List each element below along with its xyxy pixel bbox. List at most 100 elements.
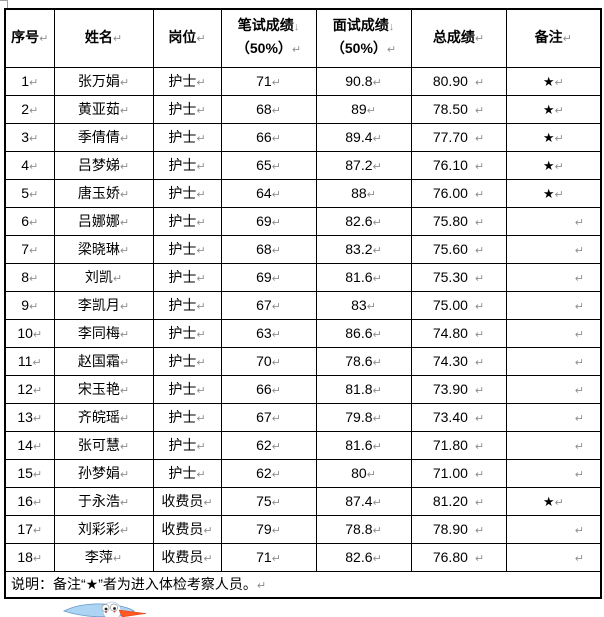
total-score: 75.60	[432, 241, 468, 257]
cell-post: 护士↵	[152, 262, 222, 292]
paragraph-mark-icon: ↵	[474, 105, 485, 117]
written-score: 79	[256, 521, 272, 537]
cell-no: 3↵	[4, 122, 55, 152]
total-score: 76.80	[432, 549, 468, 565]
row-number: 14	[17, 437, 33, 453]
paragraph-mark-icon: ↵	[271, 525, 281, 537]
paragraph-mark-icon: ↵	[271, 413, 281, 425]
paragraph-mark-icon: ↵	[196, 385, 206, 397]
cell-no: 16↵	[4, 486, 55, 516]
row-number: 3	[21, 129, 30, 145]
cell-name: 宋玉艳↵	[53, 374, 154, 404]
paragraph-mark-icon: ↵	[474, 441, 485, 453]
paragraph-mark-icon: ↵	[372, 77, 382, 89]
cell-post: 收费员↵	[152, 542, 222, 572]
cell-interview: 90.8↵	[315, 66, 412, 96]
cell-interview: 88↵	[315, 178, 412, 208]
position: 收费员	[161, 493, 204, 509]
interview-score: 87.2	[345, 157, 373, 173]
cell-post: 护士↵	[152, 94, 222, 124]
bird-beak	[118, 609, 147, 617]
cell-interview: 89.4↵	[315, 122, 412, 152]
cell-interview: 83.2↵	[315, 234, 412, 264]
cell-no: 15↵	[4, 458, 55, 488]
table-body: 1↵ 张万娟↵ 护士↵ 71↵ 90.8↵ 80.90 ↵ ★↵ 2↵ 黄亚茹↵ …	[4, 66, 602, 572]
table-row: 1↵ 张万娟↵ 护士↵ 71↵ 90.8↵ 80.90 ↵ ★↵	[4, 66, 602, 96]
paragraph-mark-icon: ↵	[271, 161, 281, 173]
cell-remark: ↵	[505, 206, 602, 236]
cell-written: 79↵	[220, 514, 317, 544]
paragraph-mark-icon: ↵	[271, 105, 281, 117]
position: 护士	[168, 157, 197, 173]
paragraph-mark-icon: ↵	[271, 77, 281, 89]
cell-post: 收费员↵	[152, 486, 222, 516]
cell-remark: ↵	[505, 542, 602, 572]
paragraph-mark-icon: ↵	[196, 245, 206, 257]
row-number: 11	[17, 353, 33, 369]
bird-cartoon-image	[62, 601, 147, 617]
interview-score: 83.2	[345, 241, 373, 257]
paragraph-mark-icon: ↵	[372, 357, 382, 369]
paragraph-mark-icon: ↵	[271, 273, 281, 285]
table-row: 10↵ 李同梅↵ 护士↵ 63↵ 86.6↵ 74.80 ↵ ↵	[4, 318, 602, 348]
total-score: 80.90	[432, 73, 468, 89]
written-score: 62	[256, 465, 272, 481]
written-score: 71	[256, 549, 272, 565]
paragraph-mark-icon: ↵	[366, 469, 376, 481]
paragraph-mark-icon: ↵	[366, 105, 376, 117]
candidate-name: 黄亚茹	[77, 101, 120, 117]
star-icon: ★	[542, 73, 555, 89]
candidate-name: 李同梅	[77, 325, 120, 341]
paragraph-mark-icon: ↵	[574, 245, 584, 257]
table-row: 11↵ 赵国霜↵ 护士↵ 70↵ 78.6↵ 74.30 ↵ ↵	[4, 346, 602, 376]
table-row: 12↵ 宋玉艳↵ 护士↵ 66↵ 81.8↵ 73.90 ↵ ↵	[4, 374, 602, 404]
candidate-name: 孙梦娟	[77, 465, 120, 481]
cell-interview: 78.8↵	[315, 514, 412, 544]
cell-name: 梁晓琳↵	[53, 234, 154, 264]
star-icon: ★	[542, 157, 555, 173]
cell-no: 9↵	[4, 290, 55, 320]
written-score: 69	[256, 269, 272, 285]
row-number: 9	[21, 297, 30, 313]
position: 护士	[168, 73, 197, 89]
cell-name: 齐皖瑶↵	[53, 402, 154, 432]
paragraph-mark-icon: ↵	[196, 357, 206, 369]
paragraph-mark-icon: ↵	[196, 217, 206, 229]
paragraph-mark-icon: ↵	[119, 133, 130, 145]
cell-remark: ↵	[505, 458, 602, 488]
header-cell-remark: 备注↵	[505, 8, 602, 68]
position: 护士	[168, 241, 197, 257]
paragraph-mark-icon: ↵	[366, 189, 376, 201]
paragraph-mark-icon: ↵	[474, 273, 485, 285]
paragraph-mark-icon: ↵	[32, 553, 43, 565]
table-row: 17↵ 刘彩彩↵ 收费员↵ 79↵ 78.8↵ 78.90 ↵ ↵	[4, 514, 602, 544]
paragraph-mark-icon: ↵	[256, 580, 267, 593]
cell-interview: 82.6↵	[315, 206, 412, 236]
header-cell-no: 序号↵	[4, 8, 55, 68]
paragraph-mark-icon: ↵	[119, 77, 130, 89]
cell-written: 68↵	[220, 234, 317, 264]
header-cell-interview: 面试成绩↓ （50%）↵	[315, 8, 412, 68]
cell-written: 71↵	[220, 542, 317, 572]
paragraph-mark-icon: ↵	[271, 497, 281, 509]
written-score: 75	[256, 493, 272, 509]
paragraph-mark-icon: ↵	[203, 525, 213, 537]
cell-interview: 83↵	[315, 290, 412, 320]
cell-no: 11↵	[4, 346, 55, 376]
paragraph-mark-icon: ↵	[29, 133, 39, 145]
paragraph-mark-icon: ↵	[366, 301, 376, 313]
paragraph-mark-icon: ↵	[271, 441, 281, 453]
written-score: 63	[256, 325, 272, 341]
total-score: 73.40	[432, 409, 468, 425]
paragraph-mark-icon: ↵	[372, 441, 382, 453]
row-number: 12	[17, 381, 33, 397]
star-icon: ★	[542, 493, 555, 509]
paragraph-mark-icon: ↵	[574, 553, 584, 565]
paragraph-mark-icon: ↵	[32, 385, 43, 397]
paragraph-mark-icon: ↵	[196, 161, 206, 173]
paragraph-mark-icon: ↵	[29, 77, 39, 89]
cell-total: 75.60 ↵	[410, 234, 507, 264]
cell-written: 69↵	[220, 262, 317, 292]
paragraph-mark-icon: ↵	[271, 357, 281, 369]
cell-interview: 78.6↵	[315, 346, 412, 376]
